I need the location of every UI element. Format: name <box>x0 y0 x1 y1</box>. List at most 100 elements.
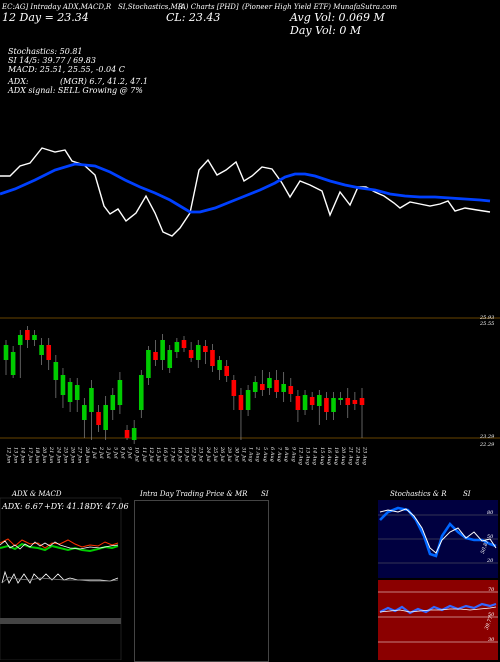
candle-body <box>331 398 336 412</box>
rsi-mfi-line <box>379 606 497 613</box>
date-tick-label: 13 Aug <box>305 447 311 465</box>
date-tick-label: 21 Jun <box>48 446 54 463</box>
candle-body <box>203 346 208 352</box>
date-tick-label: 31 Jul <box>240 447 246 462</box>
adx-readout-b: +DY: 41.18 <box>44 502 90 511</box>
candle-body <box>245 390 251 410</box>
candle-body <box>224 366 230 376</box>
date-tick-label: 19 Aug <box>333 447 339 465</box>
candle-body <box>252 382 258 392</box>
candle-body <box>17 335 23 345</box>
rsi-line <box>379 602 497 615</box>
rsi-panel-bg <box>378 580 498 660</box>
date-tick-label: 1 Jul <box>91 447 97 459</box>
candle-body <box>117 380 123 405</box>
candle-body <box>238 395 244 410</box>
date-tick-label: 16 Aug <box>326 447 332 465</box>
stochastics-title: Stochastics & R <box>390 490 447 498</box>
header-stochastics: Stochastics: 50.81 <box>8 47 83 56</box>
candle-body <box>174 342 180 352</box>
candle-body <box>146 350 151 378</box>
candle-body <box>188 350 194 358</box>
date-tick-label: 15 Jul <box>155 447 161 462</box>
candle-body <box>281 384 286 392</box>
date-tick-label: 26 Jun <box>70 446 76 463</box>
date-tick-label: 25 Jun <box>62 446 68 463</box>
header-ema: 12 Day = 23.34 <box>2 11 89 24</box>
date-tick-label: 30 Jul <box>233 447 239 462</box>
date-tick-label: 16 Jul <box>162 447 168 462</box>
candle-body <box>352 400 358 404</box>
adx-readout-a: ADX: 6.67 <box>2 502 43 511</box>
macd-signal-line <box>1 576 119 584</box>
price-label-bot-b: 22.29 <box>480 442 495 448</box>
candle-body <box>167 350 173 368</box>
date-tick-label: 3 Jul <box>105 447 111 459</box>
candle-body <box>288 386 294 394</box>
header-title-mid2: (A) Charts [PHD] <box>178 3 239 11</box>
header-adx-signal: ADX signal: SELL Growing @ 7% <box>8 86 143 95</box>
intraday-title-si: SI <box>261 490 269 498</box>
date-tick-label: 10 Jul <box>134 447 140 462</box>
candle-body <box>124 430 130 438</box>
candle-body <box>46 345 52 360</box>
date-tick-label: 23 Jul <box>198 446 204 462</box>
date-tick-label: 27 Jun <box>77 446 83 463</box>
candlestick-series <box>3 326 365 444</box>
date-tick-label: 8 Aug <box>283 447 289 462</box>
moving-average-line <box>0 162 491 214</box>
date-axis: 12 Jun 13 Jun 14 Jun 17 Jun 18 Jun 20 Jun 21 J… <box>6 446 368 465</box>
candle-body <box>160 340 165 360</box>
date-tick-label: 21 Aug <box>347 446 353 465</box>
date-tick-label: 22 Aug <box>354 446 360 465</box>
rsi-level-70: 70 <box>488 587 495 593</box>
date-tick-label: 18 Jul <box>176 447 182 462</box>
candle-body <box>324 398 329 412</box>
header-avg-vol: Avg Vol: 0.069 M <box>290 11 385 24</box>
adx-line-white <box>0 540 119 550</box>
candle-body <box>89 388 94 412</box>
candle-body <box>153 352 158 360</box>
adx-readout-c: -DY: 47.06 <box>87 502 129 511</box>
date-tick-label: 12 Jul <box>148 447 154 462</box>
date-tick-label: 2 Aug <box>255 446 261 462</box>
date-tick-label: 8 Jul <box>119 447 125 459</box>
price-label-bot-a: 23.29 <box>480 434 495 440</box>
header-title-left: EC:AG] Intraday ADX,MACD,R <box>2 3 112 11</box>
candle-body <box>181 340 187 348</box>
price-line <box>0 147 491 237</box>
date-tick-label: 9 Aug <box>290 447 296 462</box>
macd-line <box>1 570 119 584</box>
date-tick-label: 13 Jun <box>13 447 19 463</box>
date-tick-label: 26 Jul <box>219 446 225 462</box>
stochastics-d-line <box>379 508 497 554</box>
header-title-mid: SI,Stochastics,MR <box>118 3 184 11</box>
date-tick-label: 24 Jul <box>205 446 211 462</box>
candle-body <box>67 382 73 402</box>
date-tick-label: 23 Aug <box>362 446 368 465</box>
date-tick-label: 22 Jul <box>191 446 197 462</box>
candle-body <box>231 380 237 396</box>
date-tick-label: 19 Jul <box>184 447 190 462</box>
date-tick-label: 11 Jul <box>141 447 147 462</box>
header-title-right: (Pioneer High Yield ETF) MunafaSutra.com <box>242 3 397 11</box>
date-tick-label: 7 Aug <box>276 447 282 462</box>
stoch-level-80: 80 <box>487 510 494 516</box>
date-tick-label: 29 Jul <box>226 446 232 462</box>
date-tick-label: 15 Aug <box>319 447 325 465</box>
candle-body <box>195 345 201 360</box>
date-tick-label: 20 Jun <box>41 446 47 463</box>
candle-body <box>60 375 66 395</box>
date-tick-label: 9 Jul <box>127 447 133 459</box>
candle-body <box>131 428 137 440</box>
date-tick-label: 5 Aug <box>262 447 268 462</box>
header-adx-values: (MGR) 6.7, 41.2, 47.1 <box>60 77 148 86</box>
candle-body <box>217 360 222 370</box>
intraday-title: Intra Day Trading Price & MR <box>140 490 248 498</box>
candle-body <box>302 395 308 410</box>
header-macd: MACD: 25.51, 25.55, -0.04 C <box>8 65 125 74</box>
intraday-chart-box <box>134 500 269 662</box>
adx-macd-title: ADX & MACD <box>12 490 62 498</box>
candle-body <box>359 398 365 405</box>
